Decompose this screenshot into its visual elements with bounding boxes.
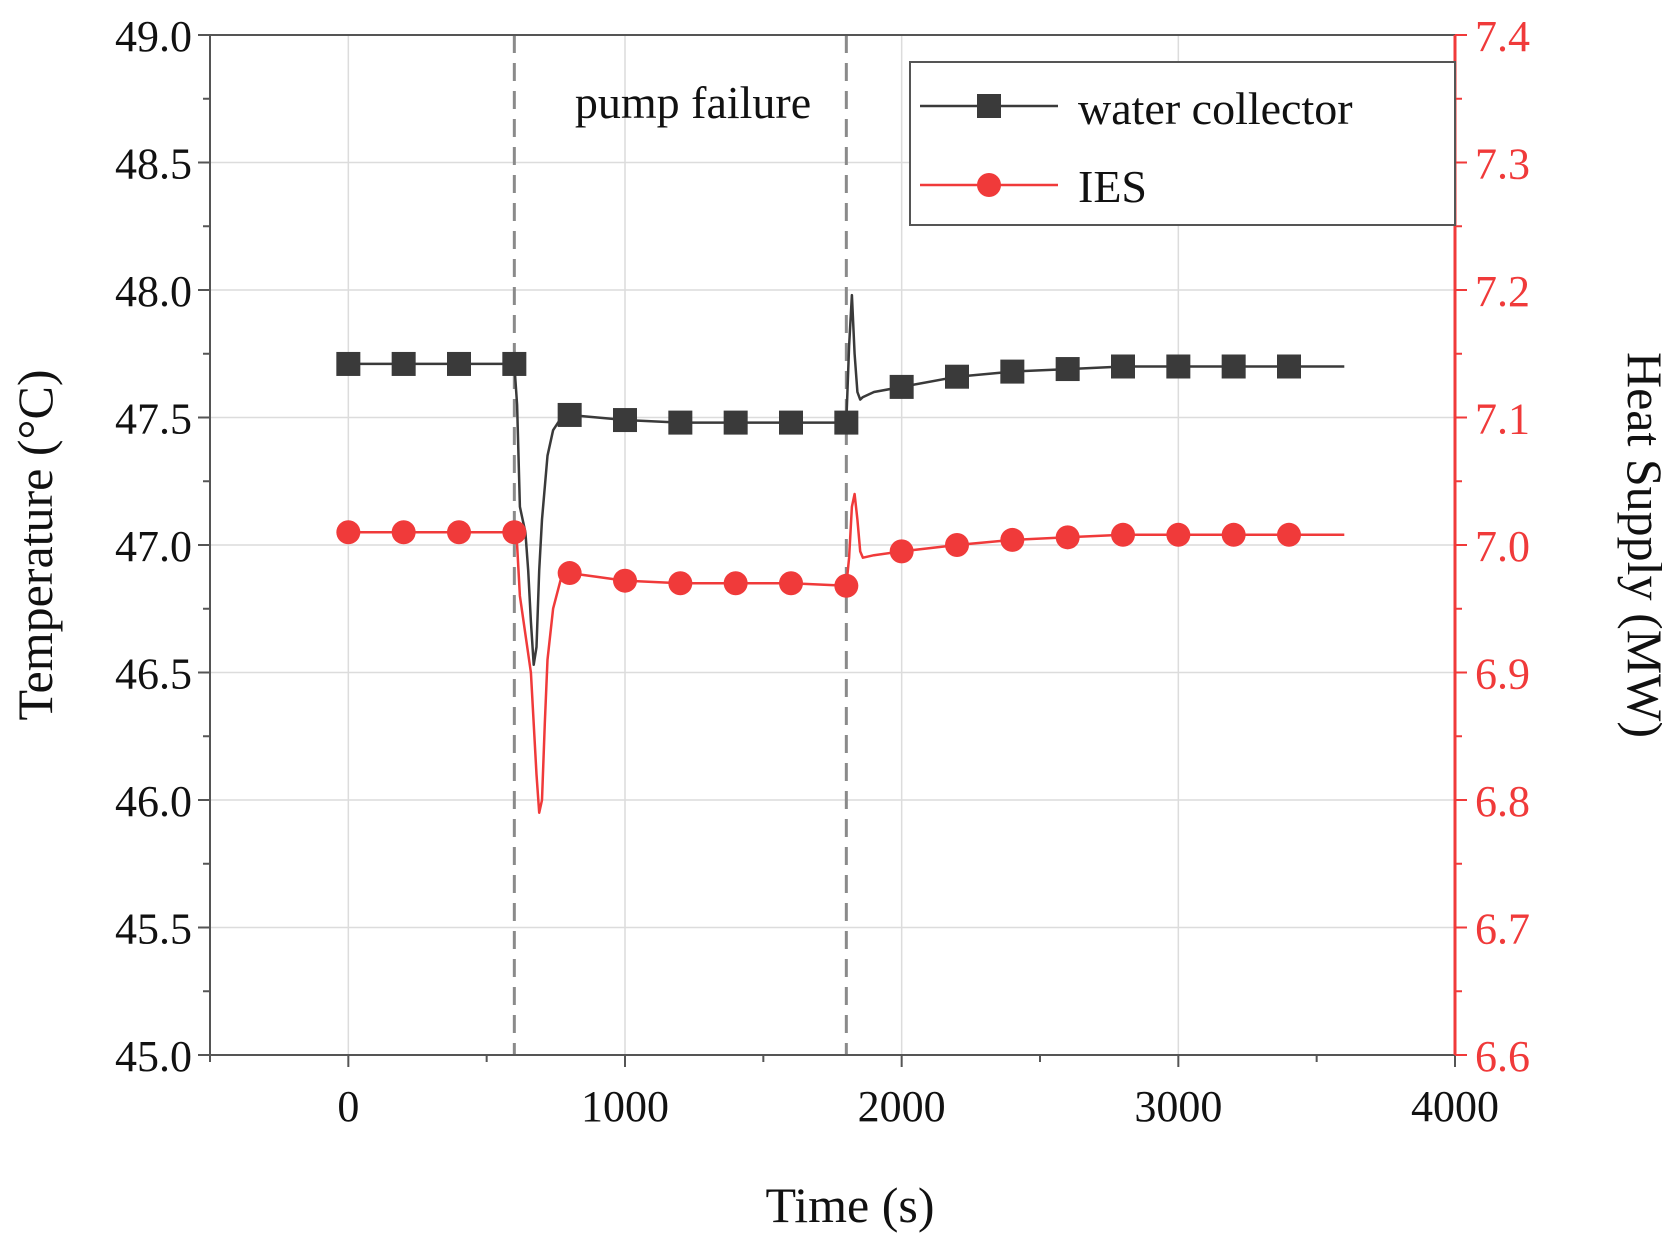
data-point-water-collector	[1277, 354, 1301, 379]
y-left-tick-label: 46.5	[115, 650, 192, 699]
y-left-tick-label: 48.0	[115, 267, 192, 316]
data-point-water-collector	[668, 410, 693, 435]
data-point-ies	[1221, 522, 1246, 547]
event-lines	[512, 35, 848, 1055]
y-right-tick-label: 7.2	[1475, 267, 1530, 316]
y-right-tick-label: 6.9	[1475, 650, 1530, 699]
y-left-axis-title: Temperature (°C)	[7, 369, 63, 720]
data-point-water-collector	[779, 410, 803, 435]
data-point-water-collector	[557, 402, 582, 427]
y-right-tick-label: 7.0	[1475, 522, 1530, 571]
y-left-tick-label: 47.5	[115, 395, 192, 444]
y-right-tick-label: 6.6	[1475, 1032, 1530, 1081]
data-point-ies	[1277, 522, 1301, 547]
legend-label-water-collector: water collector	[1078, 83, 1353, 134]
data-point-ies	[668, 571, 693, 596]
x-tick-label: 2000	[858, 1082, 946, 1131]
y-left-tick-label: 48.5	[115, 140, 192, 189]
x-tick-label: 1000	[581, 1082, 669, 1131]
x-axis-title: Time (s)	[765, 1177, 934, 1233]
data-point-water-collector	[834, 410, 859, 435]
data-point-water-collector	[391, 351, 416, 376]
y-right-axis-title: Heat Supply (MW)	[1617, 352, 1662, 738]
annotation-pump-failure: pump failure	[575, 77, 811, 128]
data-point-water-collector	[1055, 357, 1080, 382]
y-left-tick-label: 46.0	[115, 777, 192, 826]
data-point-water-collector	[613, 408, 637, 433]
data-point-ies	[779, 571, 803, 596]
y-left-tick-label: 47.0	[115, 522, 192, 571]
data-point-ies	[723, 571, 748, 596]
data-point-ies	[336, 520, 361, 545]
data-point-ies	[447, 520, 471, 545]
data-point-ies	[945, 533, 969, 557]
y-left-tick-label: 45.5	[115, 905, 192, 954]
series	[336, 293, 1345, 814]
data-point-water-collector	[889, 374, 914, 399]
data-point-water-collector	[723, 410, 748, 435]
data-point-water-collector	[447, 351, 471, 376]
data-point-water-collector	[1111, 354, 1135, 379]
data-point-ies	[557, 561, 582, 586]
y-right-tick-label: 7.3	[1475, 140, 1530, 189]
y-right-tick-label: 6.8	[1475, 777, 1530, 826]
data-point-ies	[1055, 525, 1080, 550]
data-point-ies	[391, 520, 416, 545]
ticks: 0 1000 2000 3000 4000 45.0 45.5 46.0 46.5 47.0 47.…	[115, 12, 1530, 1131]
legend: water collector IES	[909, 61, 1456, 226]
data-point-ies	[1000, 527, 1025, 552]
data-point-ies	[889, 539, 914, 564]
x-tick-label: 3000	[1134, 1082, 1222, 1131]
legend-label-ies: IES	[1078, 161, 1147, 212]
data-point-water-collector	[502, 351, 527, 376]
y-right-tick-label: 7.4	[1475, 12, 1530, 61]
y-right-tick-label: 6.7	[1475, 905, 1530, 954]
data-point-water-collector	[945, 364, 969, 389]
x-tick-label: 0	[337, 1082, 359, 1131]
data-point-ies	[1111, 522, 1135, 547]
x-tick-label: 4000	[1411, 1082, 1499, 1131]
data-point-water-collector	[1166, 354, 1191, 379]
legend-marker-water-collector	[977, 94, 1001, 118]
data-point-ies	[1166, 522, 1191, 547]
legend-box	[909, 61, 1456, 226]
data-point-water-collector	[1000, 359, 1025, 384]
data-point-ies	[502, 520, 527, 545]
data-point-ies	[613, 568, 637, 593]
y-left-tick-label: 49.0	[115, 12, 192, 61]
legend-marker-ies	[977, 173, 1001, 197]
data-point-ies	[834, 573, 859, 598]
y-right-tick-label: 7.1	[1475, 395, 1530, 444]
data-point-water-collector	[336, 351, 361, 376]
y-left-tick-label: 45.0	[115, 1032, 192, 1081]
data-point-water-collector	[1221, 354, 1246, 379]
